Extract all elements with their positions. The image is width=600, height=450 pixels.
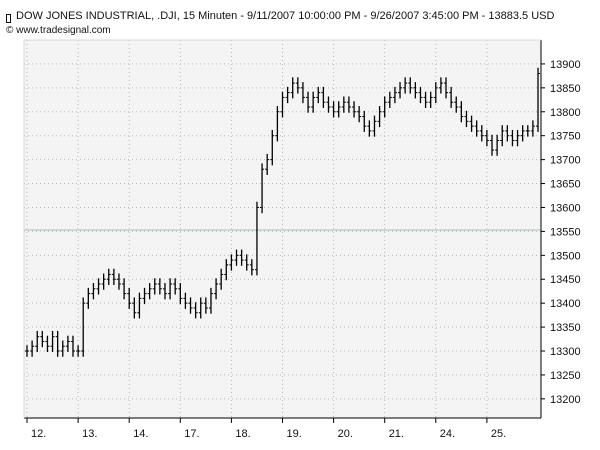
y-tick-label: 13650 — [550, 179, 581, 191]
x-axis-labels: 12. 13. 14. 17. 18. 19. 20. 21. 24. 25. — [31, 428, 506, 440]
symbol-marker-icon — [6, 14, 11, 23]
y-tick-label: 13850 — [550, 83, 581, 95]
x-tick-label: 25. — [491, 428, 506, 440]
credit-label: © www.tradesignal.com — [6, 25, 111, 36]
axes — [23, 39, 545, 423]
y-tick-label: 13800 — [550, 107, 581, 119]
y-tick-label: 13200 — [550, 394, 581, 406]
x-tick-label: 18. — [235, 428, 250, 440]
y-tick-label: 13350 — [550, 322, 581, 334]
y-axis-labels: 13200 13250 13300 13350 13400 13450 13500 13550… — [550, 59, 581, 406]
y-tick-label: 13550 — [550, 226, 581, 238]
x-tick-label: 21. — [389, 428, 404, 440]
y-tick-label: 13500 — [550, 250, 581, 262]
y-tick-label: 13400 — [550, 298, 581, 310]
x-tick-label: 20. — [338, 428, 353, 440]
x-tick-label: 14. — [133, 428, 148, 440]
chart-title: DOW JONES INDUSTRIAL, .DJI, 15 Minuten -… — [16, 10, 555, 22]
y-tick-label: 13750 — [550, 131, 581, 143]
y-tick-label: 13300 — [550, 346, 581, 358]
x-tick-label: 12. — [31, 428, 46, 440]
y-tick-label: 13900 — [550, 59, 581, 71]
y-tick-label: 13250 — [550, 370, 581, 382]
x-tick-label: 17. — [184, 428, 199, 440]
y-tick-label: 13600 — [550, 202, 581, 214]
y-tick-label: 13450 — [550, 274, 581, 286]
x-tick-label: 19. — [287, 428, 302, 440]
y-tick-label: 13700 — [550, 155, 581, 167]
x-tick-label: 13. — [82, 428, 97, 440]
price-series — [25, 67, 540, 357]
x-tick-label: 24. — [440, 428, 455, 440]
